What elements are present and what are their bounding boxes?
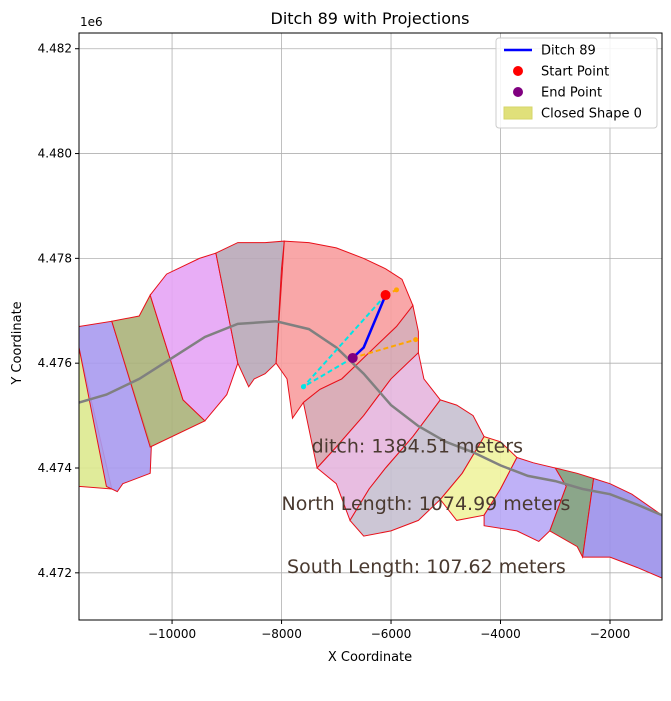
chart-title: Ditch 89 with Projections: [271, 9, 470, 28]
ticks: −10000 −8000 −6000 −4000 −2000 4.472 4.474 4.47…: [38, 42, 631, 641]
closed-shape-segment: [582, 477, 662, 579]
projection-endpoint: [300, 384, 306, 390]
y-tick-label: 4.482: [38, 42, 72, 56]
start-point: [380, 290, 391, 301]
projection-endpoint: [413, 337, 419, 343]
plot-frame: [78, 32, 663, 621]
projection-line: [302, 357, 354, 388]
legend-marker-swatch: [513, 66, 523, 76]
y-offset-label: 1e6: [80, 15, 103, 29]
legend-marker-swatch: [513, 87, 523, 97]
centerline: [79, 320, 662, 517]
ditch-line: [351, 294, 387, 359]
x-tick-label: −6000: [371, 627, 412, 641]
legend-label: End Point: [541, 86, 602, 101]
end-point: [347, 352, 358, 363]
projection-line: [302, 294, 387, 388]
x-tick-label: −4000: [480, 627, 521, 641]
y-tick-label: 4.476: [38, 356, 72, 370]
legend-patch-swatch: [503, 106, 533, 120]
x-tick-label: −10000: [148, 627, 196, 641]
plot-area: [79, 240, 662, 579]
length-annotation: South Length: 107.62 meters: [287, 556, 566, 578]
y-axis-title: Y Coordinate: [10, 301, 25, 385]
y-tick-label: 4.480: [38, 147, 72, 161]
legend-label: Ditch 89: [541, 44, 596, 59]
x-axis-title: X Coordinate: [328, 650, 412, 665]
legend: Ditch 89 Start Point End Point Closed Shape…: [495, 37, 658, 129]
length-annotation: North Length: 1074.99 meters: [282, 493, 571, 515]
y-tick-label: 4.472: [38, 566, 72, 580]
annotations: ditch: 1384.51 meters North Length: 1074.…: [282, 435, 571, 578]
y-tick-label: 4.474: [38, 461, 72, 475]
legend-label: Closed Shape 0: [541, 107, 642, 122]
x-tick-label: −2000: [590, 627, 631, 641]
legend-label: Start Point: [541, 65, 609, 80]
x-tick-label: −8000: [261, 627, 302, 641]
legend-box: [495, 37, 658, 129]
projection-line: [352, 338, 416, 359]
length-annotation: ditch: 1384.51 meters: [312, 435, 523, 457]
closed-shape-segment: [349, 399, 485, 537]
projection-endpoint: [394, 287, 400, 293]
y-tick-label: 4.478: [38, 251, 72, 265]
